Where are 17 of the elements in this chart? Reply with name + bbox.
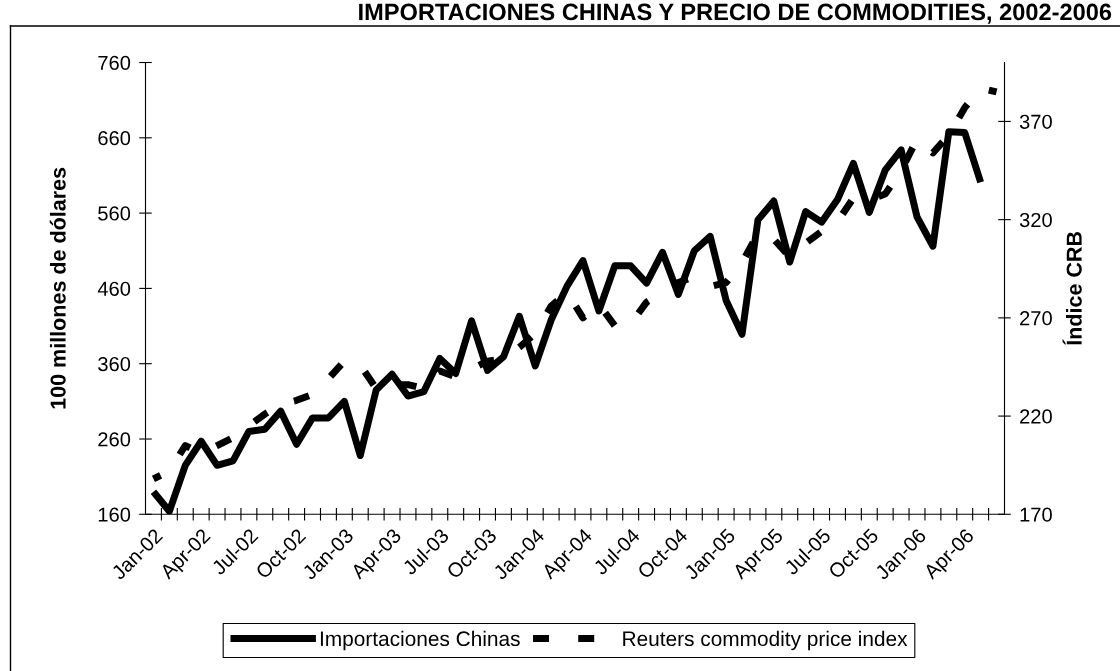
y2-tick-label: 270 bbox=[1020, 311, 1052, 326]
y-axis-title: 100 millones de dólares bbox=[49, 167, 66, 409]
y2-tick-label: 170 bbox=[1020, 507, 1052, 522]
y2-tick-label: 320 bbox=[1019, 212, 1052, 228]
y2-tick-label: 370 bbox=[1019, 114, 1052, 129]
y-tick-label: 160 bbox=[98, 507, 131, 522]
y2-axis-title: Índice CRB bbox=[1062, 231, 1082, 345]
y-tick-label: 460 bbox=[97, 281, 131, 296]
y-tick-label: 260 bbox=[98, 432, 131, 447]
legend-label: Reuters commodity price index bbox=[623, 630, 908, 651]
legend-label: Importaciones Chinas bbox=[320, 630, 520, 651]
chart-title: IMPORTACIONES CHINAS Y PRECIO DE COMMODITIES, 2002-2006 bbox=[359, 3, 1112, 24]
y-tick-label: 560 bbox=[98, 206, 131, 221]
y-tick-label: 660 bbox=[98, 131, 131, 146]
y2-tick-label: 220 bbox=[1020, 409, 1052, 424]
y-tick-label: 760 bbox=[98, 55, 131, 70]
y-tick-label: 360 bbox=[98, 356, 131, 372]
